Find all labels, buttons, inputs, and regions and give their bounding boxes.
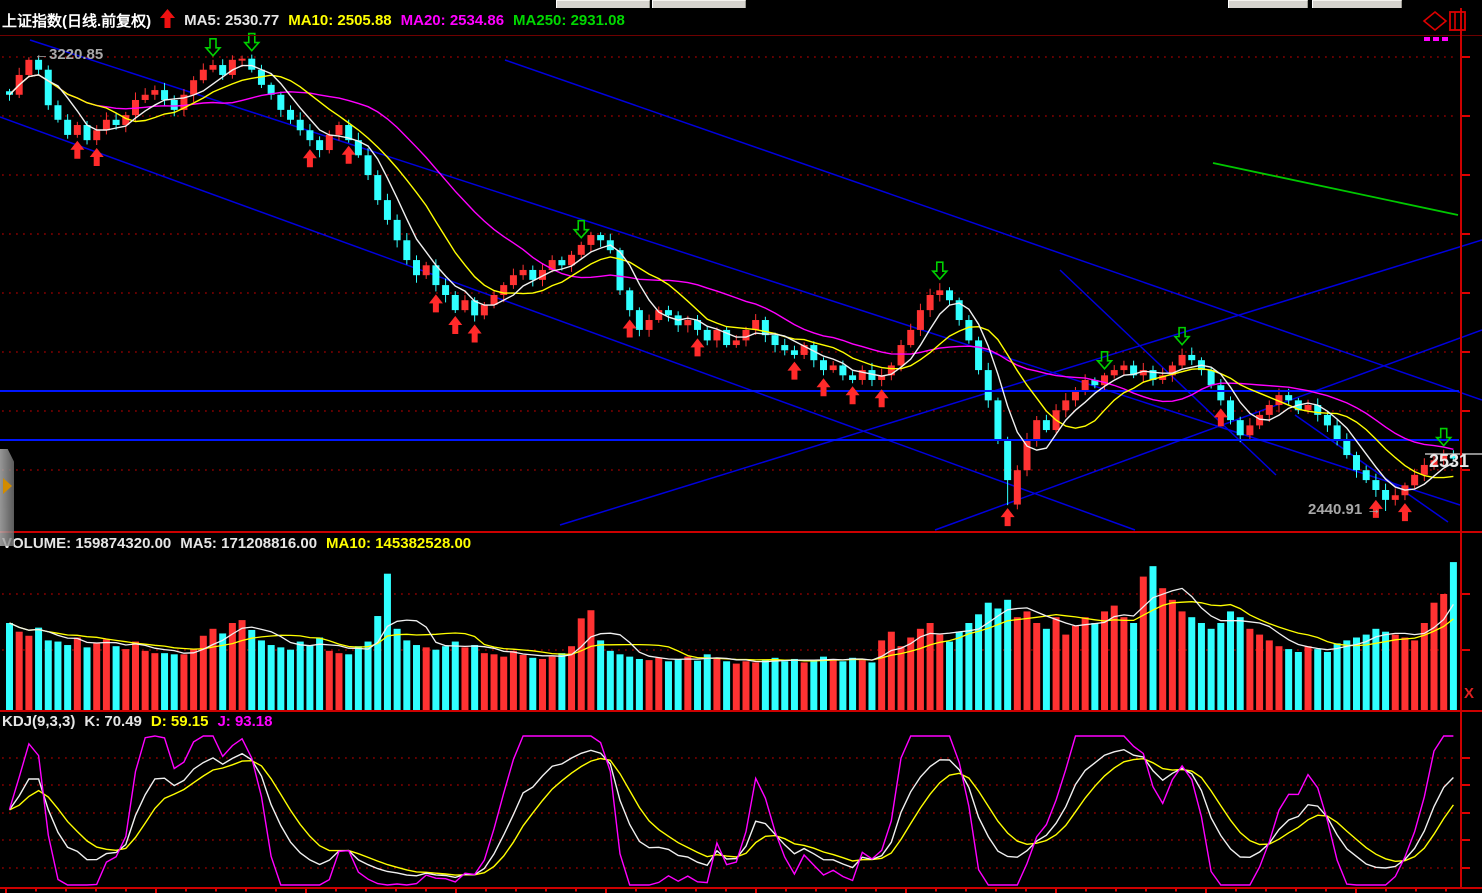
- close-pane-icon[interactable]: X: [1464, 685, 1475, 702]
- volume-readout: VOLUME: 159874320.00: [2, 535, 172, 552]
- kdj-params: KDJ(9,3,3): [2, 713, 76, 730]
- sidebar-expand-handle[interactable]: [0, 449, 14, 546]
- background-window-tab[interactable]: [1312, 0, 1402, 8]
- expand-arrow-icon: [3, 478, 12, 494]
- kdj-k-readout: K: 70.49: [84, 713, 142, 730]
- kdj-j-readout: J: 93.18: [217, 713, 273, 730]
- trend-up-arrow-icon: [160, 9, 176, 32]
- peak-price-label: ←3220.85: [34, 46, 104, 63]
- kdj-d-readout: D: 59.15: [150, 713, 209, 730]
- background-window-tab[interactable]: [652, 0, 746, 8]
- more-dots-icon[interactable]: [1424, 37, 1448, 41]
- ma10-readout: MA10: 2505.88: [288, 12, 392, 29]
- main-chart-header: 上证指数(日线.前复权) MA5: 2530.77 MA10: 2505.88 …: [2, 9, 625, 32]
- ma20-readout: MA20: 2534.86: [400, 12, 505, 29]
- last-price-label: 2531: [1429, 451, 1470, 471]
- volume-header: VOLUME: 159874320.00 MA5: 171208816.00 M…: [2, 535, 471, 552]
- background-window-tab[interactable]: [556, 0, 650, 8]
- volume-ma5-readout: MA5: 171208816.00: [180, 535, 318, 552]
- ma5-readout: MA5: 2530.77: [184, 12, 280, 29]
- split-window-icon[interactable]: [1449, 11, 1466, 31]
- diamond-marker-icon[interactable]: [1422, 10, 1448, 32]
- ma250-readout: MA250: 2931.08: [513, 12, 625, 29]
- chart-corner-icons: [1422, 10, 1468, 49]
- symbol-title: 上证指数(日线.前复权): [2, 13, 152, 30]
- volume-ma10-readout: MA10: 145382528.00: [326, 535, 472, 552]
- background-window-tab[interactable]: [1228, 0, 1308, 8]
- kdj-header: KDJ(9,3,3) K: 70.49 D: 59.15 J: 93.18: [2, 713, 273, 730]
- trough-price-label: 2440.91 →: [1308, 501, 1382, 518]
